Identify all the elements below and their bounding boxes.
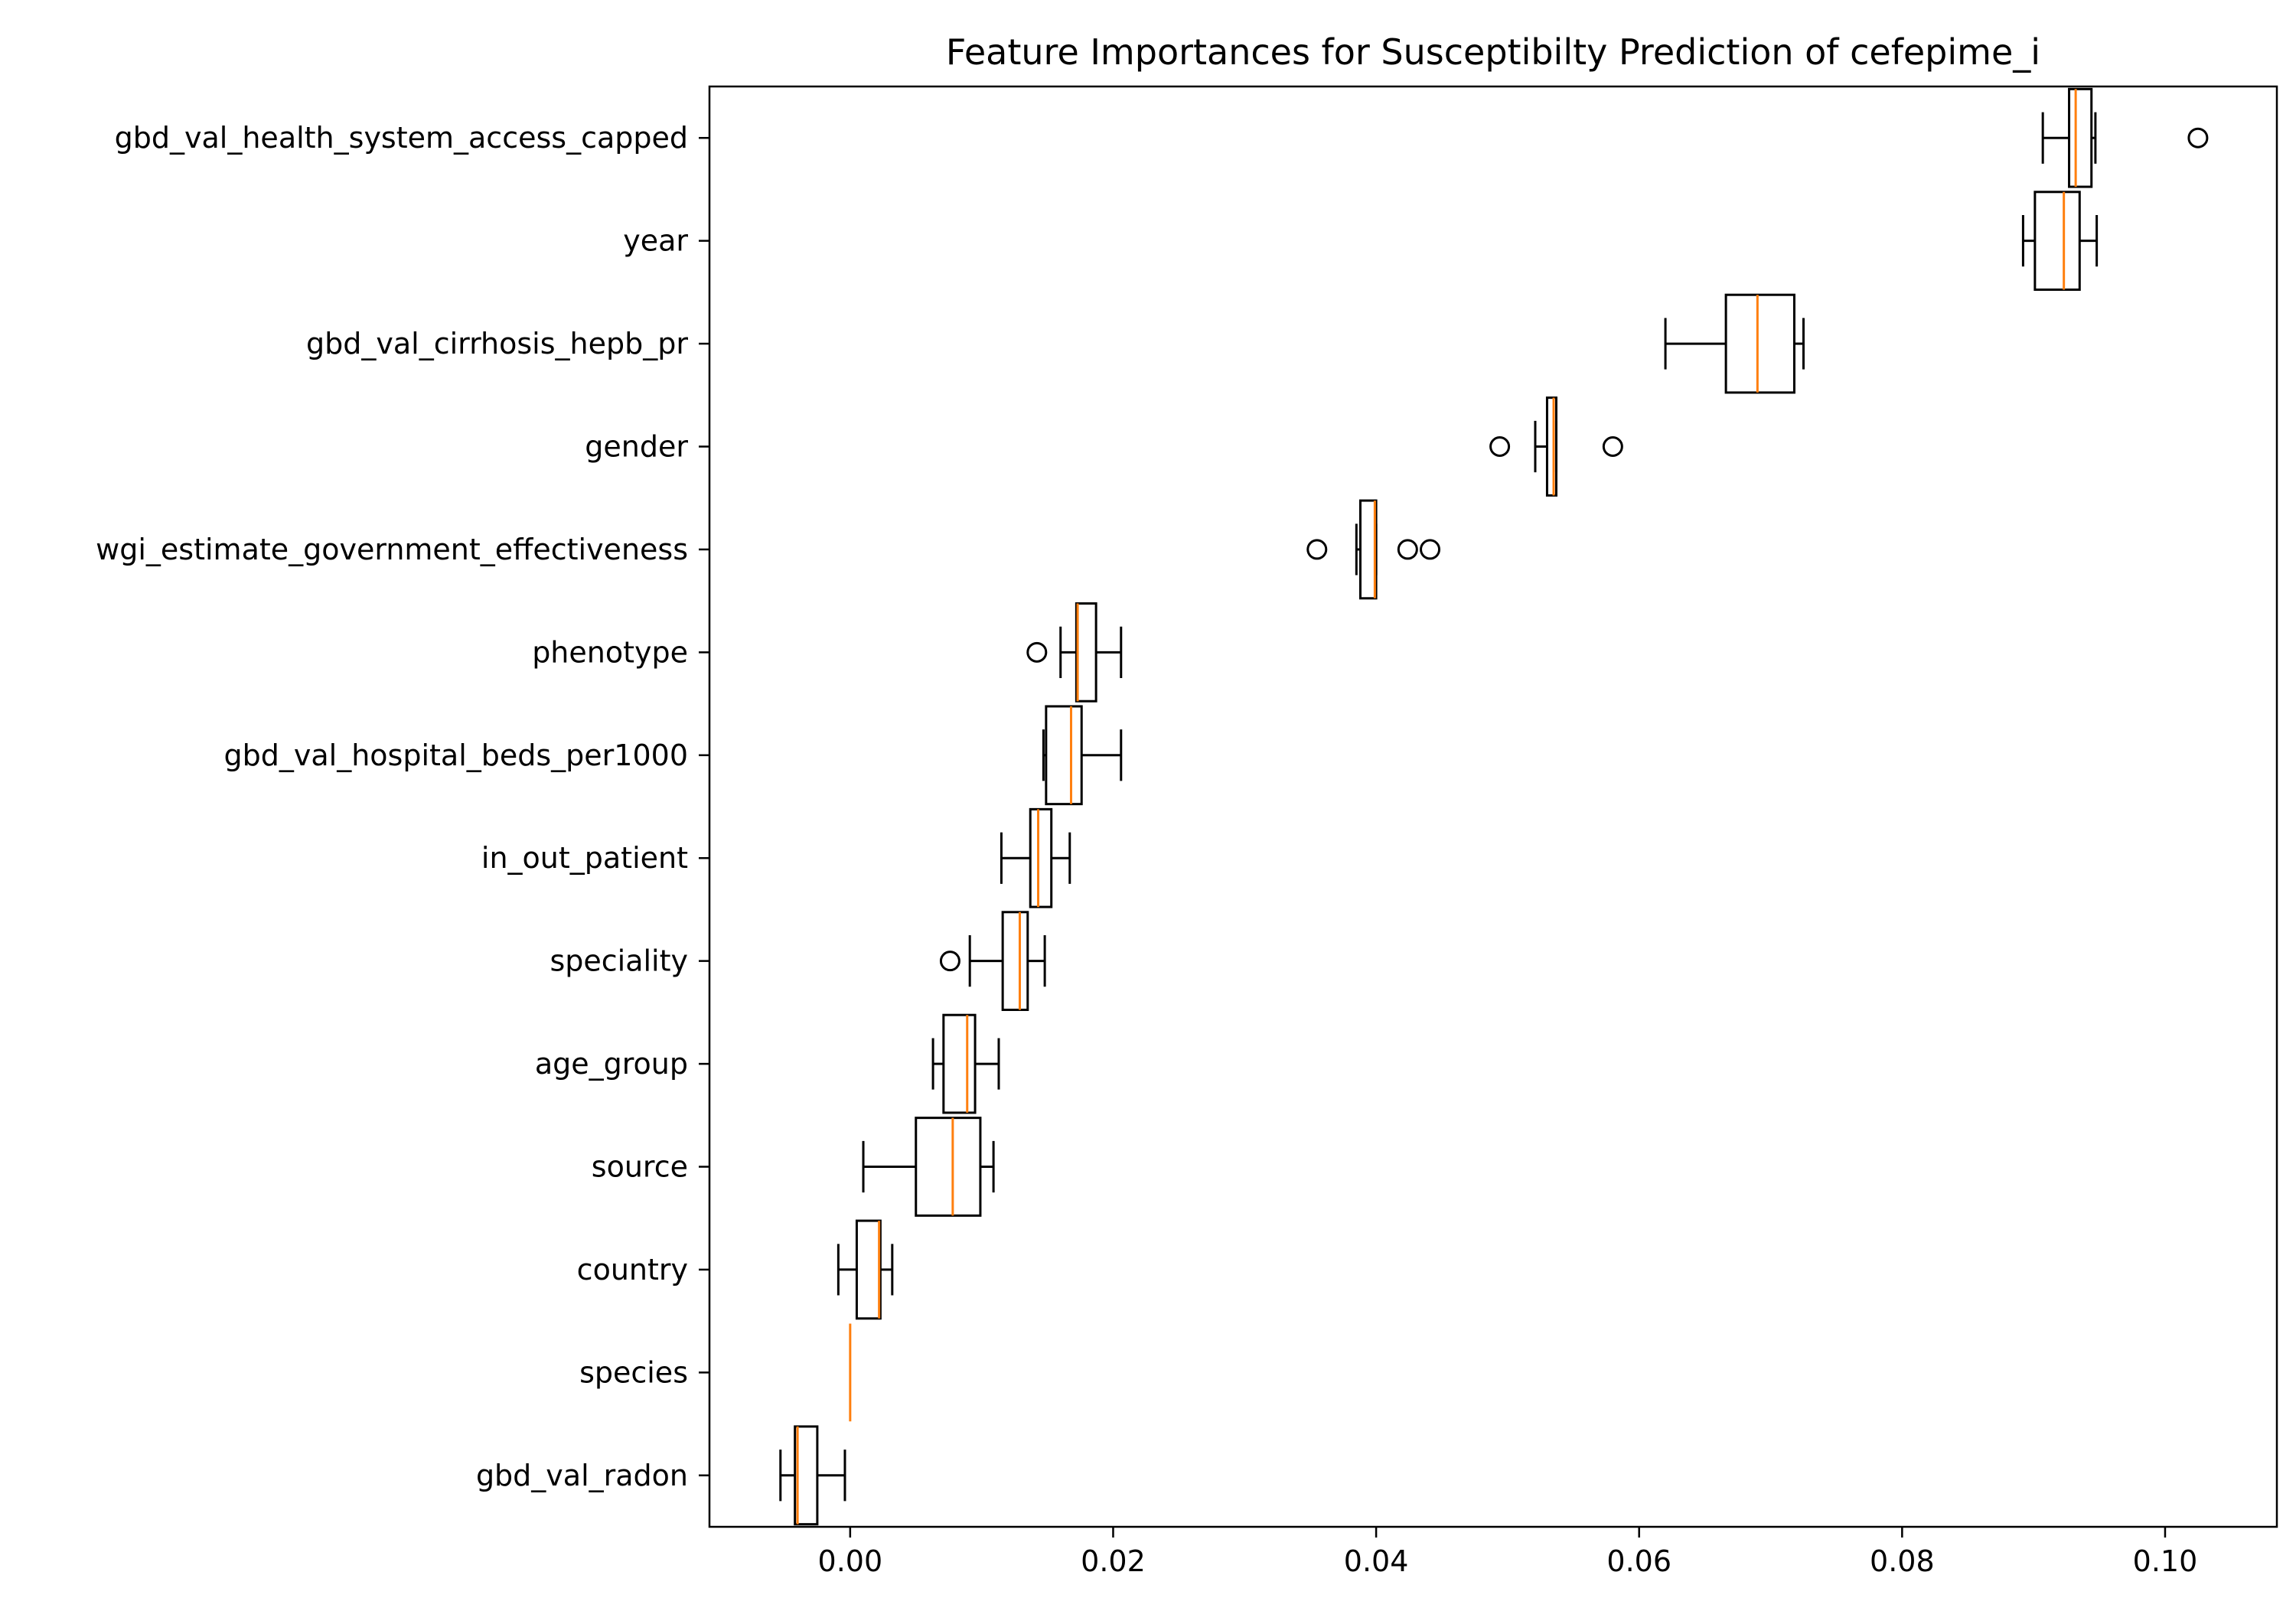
- flier-gender-0: [1489, 436, 1511, 457]
- box-gbd-val-radon: [794, 1425, 819, 1526]
- box-in-out-patient: [1029, 807, 1053, 908]
- ytick-label-gbd-val-hospital-beds-per1000: gbd_val_hospital_beds_per1000: [224, 739, 689, 772]
- ytick-label-age-group: age_group: [535, 1047, 688, 1081]
- ytick-label-phenotype: phenotype: [532, 635, 688, 669]
- xtick-label-4: 0.08: [1870, 1544, 1935, 1578]
- box-gbd-val-hospital-beds-per1000: [1045, 705, 1083, 806]
- flier-gender-1: [1602, 436, 1623, 457]
- box-wgi-estimate-government-effectiveness: [1358, 499, 1378, 600]
- xtick-label-2: 0.04: [1344, 1544, 1409, 1578]
- chart-title: Feature Importances for Susceptibilty Pr…: [946, 31, 2040, 73]
- ytick-label-wgi-estimate-government-effectiveness: wgi_estimate_government_effectiveness: [96, 533, 688, 566]
- ytick-label-gbd-val-radon: gbd_val_radon: [476, 1459, 688, 1492]
- ytick-label-gender: gender: [585, 430, 688, 464]
- flier-speciality-0: [939, 951, 960, 972]
- xtick-label-3: 0.06: [1606, 1544, 1671, 1578]
- xtick-label-0: 0.00: [818, 1544, 883, 1578]
- ytick-label-country: country: [577, 1253, 688, 1287]
- xtick-label-5: 0.10: [2133, 1544, 2198, 1578]
- ytick-label-source: source: [592, 1150, 688, 1184]
- box-speciality: [1001, 911, 1029, 1011]
- box-age-group: [942, 1013, 977, 1114]
- box-year: [2033, 191, 2081, 291]
- flier-wgi-estimate-government-effectiveness-0: [1306, 539, 1328, 560]
- flier-phenotype-0: [1026, 641, 1048, 663]
- axes-frame: [708, 85, 2278, 1528]
- ytick-label-species: species: [579, 1355, 688, 1389]
- ytick-label-in-out-patient: in_out_patient: [481, 841, 688, 875]
- ytick-label-gbd-val-health-system-access-capped: gbd_val_health_system_access_capped: [115, 121, 688, 155]
- box-gbd-val-cirrhosis-hepb-pr: [1724, 293, 1795, 394]
- xtick-label-1: 0.02: [1081, 1544, 1146, 1578]
- box-source: [915, 1117, 982, 1217]
- ytick-label-speciality: speciality: [550, 944, 688, 978]
- box-gbd-val-health-system-access-capped: [2068, 87, 2093, 188]
- flier-gbd-val-health-system-access-capped-0: [2187, 127, 2209, 148]
- ytick-label-year: year: [623, 224, 688, 258]
- flier-wgi-estimate-government-effectiveness-2: [1420, 539, 1441, 560]
- box-country: [855, 1219, 882, 1320]
- box-phenotype: [1075, 602, 1097, 703]
- box-gender: [1545, 396, 1557, 497]
- ytick-label-gbd-val-cirrhosis-hepb-pr: gbd_val_cirrhosis_hepb_pr: [306, 327, 688, 360]
- flier-wgi-estimate-government-effectiveness-1: [1397, 539, 1418, 560]
